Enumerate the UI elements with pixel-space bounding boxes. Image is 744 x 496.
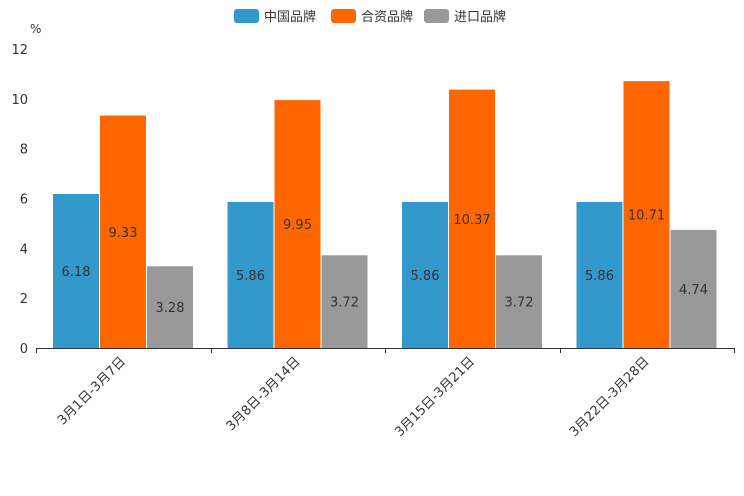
bar-1-3[interactable] (402, 201, 448, 348)
bar-3-4[interactable] (670, 229, 717, 348)
data-label-3-4: 4.74 (679, 283, 708, 298)
data-label-1-1: 6.18 (62, 265, 91, 280)
y-tick-label-6: 6 (20, 193, 28, 208)
legend-label-3: 进口品牌 (454, 9, 506, 25)
x-category-label-3: 3月15日-3月21日 (392, 354, 478, 440)
legend-label-2: 合资品牌 (361, 9, 413, 25)
legend-swatch-2[interactable] (331, 9, 356, 23)
data-label-1-4: 5.86 (585, 269, 614, 284)
y-tick-label-12: 12 (11, 43, 28, 58)
bar-1-1[interactable] (53, 194, 99, 348)
x-category-label-1: 3月1日-3月7日 (55, 354, 129, 428)
y-axis-unit-label: % (30, 22, 41, 36)
bar-2-1[interactable] (100, 115, 146, 348)
data-labels: 6.18 9.33 3.28 5.86 9.95 3.72 5.86 10.37 3.72 5.8… (62, 209, 708, 317)
bar-2-2[interactable] (274, 100, 321, 349)
y-tick-label-10: 10 (11, 93, 28, 108)
legend: 中国品牌 合资品牌 进口品牌 (234, 9, 506, 25)
data-label-3-3: 3.72 (505, 296, 534, 311)
y-tick-label-2: 2 (20, 292, 28, 307)
y-tick-label-8: 8 (20, 143, 28, 158)
bar-1-2[interactable] (227, 201, 274, 348)
bar-2-4[interactable] (623, 81, 670, 348)
y-tick-label-4: 4 (20, 242, 28, 257)
bar-3-1[interactable] (147, 266, 193, 348)
data-label-2-1: 9.33 (109, 226, 138, 241)
x-axis: 3月1日-3月7日 3月8日-3月14日 3月15日-3月21日 3月22日-3月28… (36, 348, 735, 440)
legend-label-1: 中国品牌 (264, 9, 316, 25)
legend-swatch-1[interactable] (234, 9, 259, 23)
bar-2-3[interactable] (449, 89, 495, 348)
y-tick-label-0: 0 (20, 342, 28, 357)
data-label-2-3: 10.37 (453, 213, 490, 228)
data-label-3-1: 3.28 (156, 301, 185, 316)
x-category-label-4: 3月22日-3月28日 (567, 354, 653, 440)
x-category-label-2: 3月8日-3月14日 (224, 354, 304, 434)
data-label-1-3: 5.86 (411, 269, 440, 284)
bar-1-4[interactable] (576, 201, 623, 348)
data-label-2-4: 10.71 (628, 209, 665, 224)
bar-3-3[interactable] (496, 255, 542, 348)
data-label-1-2: 5.86 (236, 269, 265, 284)
bar-3-2[interactable] (321, 255, 368, 348)
data-label-3-2: 3.72 (330, 296, 359, 311)
legend-swatch-3[interactable] (424, 9, 449, 23)
data-label-2-2: 9.95 (283, 218, 312, 233)
bars (53, 81, 717, 349)
y-axis-ticks: 0 2 4 6 8 10 12 (11, 43, 28, 357)
